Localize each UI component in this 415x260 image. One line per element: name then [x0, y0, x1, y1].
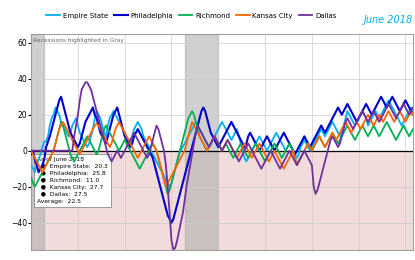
Empire State [410, 113, 415, 116]
Kansas City [164, 185, 168, 188]
Kansas City [283, 164, 288, 167]
Philadelphia [169, 221, 174, 224]
Philadelphia [285, 138, 290, 141]
Richmond [325, 142, 330, 145]
Empire State [270, 138, 275, 141]
Line: Kansas City: Kansas City [31, 101, 415, 187]
Richmond [414, 129, 415, 133]
Empire State [378, 113, 383, 116]
Dallas [169, 239, 174, 242]
Text: June 2018: June 2018 [364, 15, 413, 25]
Empire State [29, 164, 34, 167]
Line: Philadelphia: Philadelphia [31, 97, 415, 223]
Dallas [29, 149, 34, 152]
Philadelphia [165, 214, 170, 217]
Philadelphia [407, 106, 412, 109]
Empire State [167, 185, 172, 188]
Richmond [190, 109, 195, 113]
Kansas City [29, 149, 34, 152]
Richmond [276, 149, 281, 152]
Philadelphia [29, 153, 34, 156]
Richmond [349, 131, 354, 134]
Empire State [240, 149, 245, 152]
Dallas [349, 124, 354, 127]
Empire State [77, 131, 82, 134]
Kansas City [405, 117, 410, 120]
Richmond [388, 128, 393, 131]
Bar [31, 34, 44, 250]
Kansas City [124, 135, 129, 138]
Empire State [386, 99, 391, 102]
Richmond [29, 176, 34, 179]
Dallas [113, 153, 118, 156]
Dallas [171, 248, 176, 251]
Dallas [309, 164, 314, 167]
Philadelphia [126, 142, 131, 145]
Kansas City [305, 142, 310, 145]
Empire State [263, 146, 268, 149]
Bar [185, 34, 218, 250]
Dallas [40, 149, 45, 152]
Philadelphia [59, 95, 63, 98]
Bar [31, 151, 413, 250]
Legend: Empire State, Philadelphia, Richmond, Kansas City, Dallas: Empire State, Philadelphia, Richmond, Ka… [44, 10, 339, 22]
Text: As of June 2018
  ●  Empire State:  20.3
  ●  Philadelphia:  25.8
  ●  Richmond:: As of June 2018 ● Empire State: 20.3 ● P… [37, 157, 107, 204]
Dallas [83, 81, 88, 84]
Empire State [289, 146, 294, 149]
Philadelphia [57, 99, 62, 102]
Richmond [135, 164, 140, 167]
Dallas [300, 153, 305, 156]
Kansas City [165, 181, 170, 185]
Line: Empire State: Empire State [31, 100, 413, 187]
Kansas City [57, 128, 62, 131]
Philadelphia [308, 146, 312, 149]
Richmond [165, 192, 170, 196]
Richmond [354, 135, 359, 138]
Line: Dallas: Dallas [31, 82, 415, 250]
Text: Recessions highlighted in Gray: Recessions highlighted in Gray [33, 38, 124, 43]
Line: Richmond: Richmond [31, 111, 415, 194]
